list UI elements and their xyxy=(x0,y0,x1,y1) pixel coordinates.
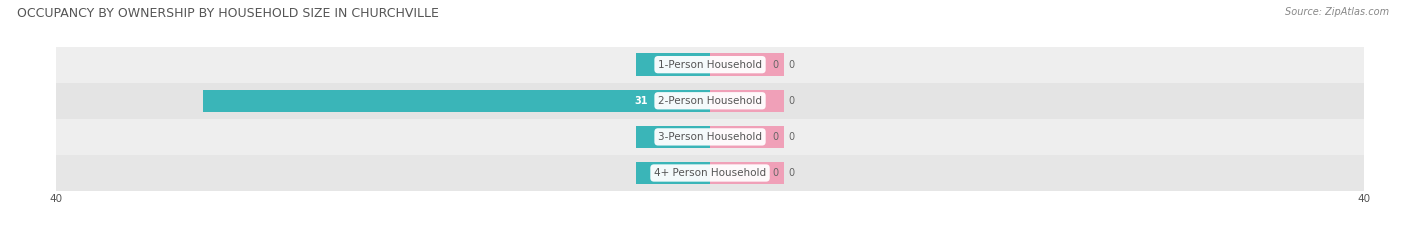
Bar xyxy=(204,89,710,112)
Bar xyxy=(637,126,710,148)
Text: 0: 0 xyxy=(789,96,794,106)
Bar xyxy=(56,83,1364,119)
Text: 1-Person Household: 1-Person Household xyxy=(658,60,762,70)
Text: 0: 0 xyxy=(789,168,794,178)
Bar xyxy=(710,89,783,112)
Bar xyxy=(637,53,710,76)
Bar xyxy=(710,162,783,184)
Text: 0: 0 xyxy=(772,60,779,70)
Text: 3-Person Household: 3-Person Household xyxy=(658,132,762,142)
Text: OCCUPANCY BY OWNERSHIP BY HOUSEHOLD SIZE IN CHURCHVILLE: OCCUPANCY BY OWNERSHIP BY HOUSEHOLD SIZE… xyxy=(17,7,439,20)
Bar xyxy=(710,126,783,148)
Text: 0: 0 xyxy=(772,168,779,178)
Text: 4+ Person Household: 4+ Person Household xyxy=(654,168,766,178)
Text: 0: 0 xyxy=(789,60,794,70)
Text: 0: 0 xyxy=(789,132,794,142)
Bar xyxy=(710,53,783,76)
Text: 2-Person Household: 2-Person Household xyxy=(658,96,762,106)
Bar xyxy=(56,155,1364,191)
Bar xyxy=(56,119,1364,155)
Text: 0: 0 xyxy=(772,132,779,142)
Text: Source: ZipAtlas.com: Source: ZipAtlas.com xyxy=(1285,7,1389,17)
Bar xyxy=(637,162,710,184)
Text: 31: 31 xyxy=(634,96,648,106)
Bar xyxy=(56,47,1364,83)
